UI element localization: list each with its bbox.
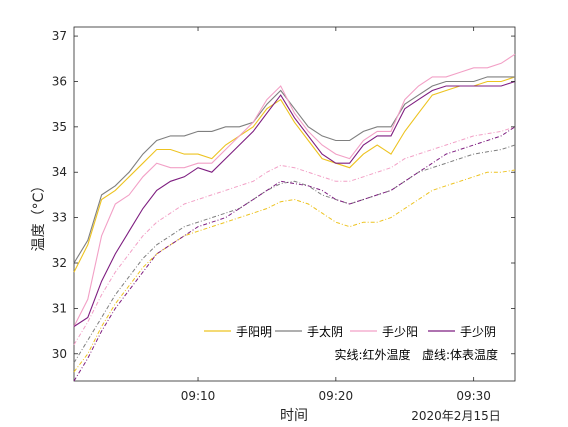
series-layer [73, 53, 516, 382]
legend-label-shouyangming: 手阳明 [236, 325, 272, 339]
y-tick-label: 32 [52, 256, 67, 270]
series-line-solid-3 [73, 80, 516, 327]
x-tick-label: 09:20 [319, 389, 354, 403]
series-line-solid-1 [73, 76, 515, 264]
x-tick-label: 09:30 [456, 389, 491, 403]
series-line-solid-2 [73, 53, 516, 327]
ticks-layer: 30 31 32 33 34 35 36 37 09:10 09:20 09:30 [52, 27, 515, 403]
y-tick-label: 31 [52, 301, 67, 315]
legend-label-shoutaiyin: 手太阴 [307, 324, 343, 339]
series-line-dashed-6 [73, 126, 516, 345]
plot-area [73, 26, 516, 382]
date-label: 2020年2月15日 [411, 409, 500, 423]
y-tick-label: 30 [52, 347, 67, 361]
y-tick-label: 35 [52, 120, 67, 134]
legend-label-shoushaoyang: 手少阳 [382, 325, 418, 339]
x-axis-title: 时间 [280, 408, 308, 424]
legend: 手阳明 手太阴 手少阳 手少阴 实线:红外温度 虚线:体表温度 [204, 324, 498, 362]
y-tick-label: 36 [52, 74, 67, 88]
legend-note: 实线:红外温度 虚线:体表温度 [334, 347, 498, 362]
x-tick-label: 09:10 [181, 389, 216, 403]
series-line-dashed-5 [73, 144, 516, 364]
series-line-dashed-4 [73, 169, 516, 373]
y-tick-label: 37 [52, 29, 67, 43]
y-tick-label: 33 [52, 211, 67, 225]
y-axis-title: 温度（°C） [31, 179, 47, 252]
y-tick-label: 34 [52, 165, 67, 179]
series-line-solid-0 [73, 76, 516, 273]
series-line-dashed-7 [73, 126, 516, 382]
legend-label-shoushaoyin: 手少阴 [460, 325, 496, 339]
